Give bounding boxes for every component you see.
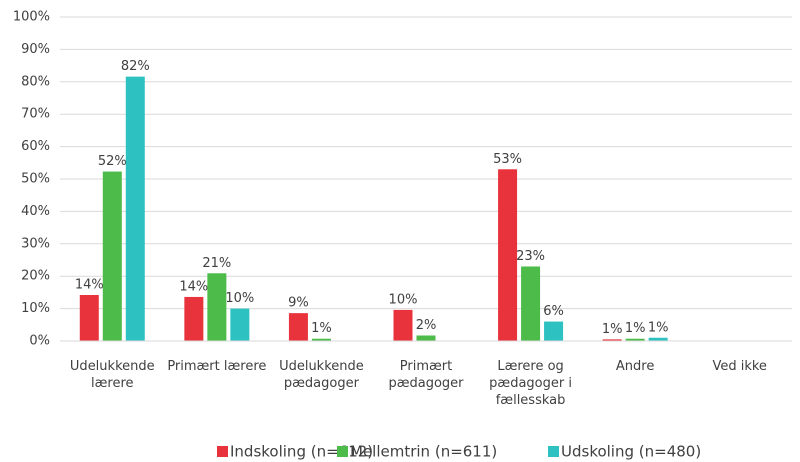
y-tick-label: 40%	[21, 204, 50, 219]
y-tick-label: 60%	[21, 139, 50, 154]
x-tick-label: Ved ikke	[712, 359, 767, 374]
bar	[498, 169, 518, 341]
x-tick-label: Udelukkende lærere	[69, 359, 155, 391]
bar	[311, 338, 331, 341]
bar	[648, 337, 668, 341]
bar	[288, 313, 308, 341]
x-tick-label: Lærere og pædagoger i fællesskab	[489, 359, 572, 408]
value-label: 1%	[311, 321, 332, 336]
bar	[125, 76, 145, 341]
value-label: 23%	[516, 249, 545, 264]
bar	[393, 309, 413, 341]
bar	[230, 308, 250, 341]
value-label: 10%	[225, 291, 254, 306]
value-label: 14%	[75, 277, 104, 292]
bar	[544, 321, 564, 341]
x-tick-label: Andre	[615, 359, 655, 374]
y-tick-label: 20%	[21, 269, 50, 284]
bar	[521, 266, 541, 341]
bar	[79, 294, 99, 341]
value-label: 1%	[648, 320, 669, 335]
y-tick-label: 80%	[21, 74, 50, 89]
value-label: 52%	[98, 154, 127, 169]
value-label: 9%	[288, 296, 309, 311]
value-label: 2%	[416, 318, 437, 333]
bar	[207, 273, 227, 341]
y-tick-label: 30%	[21, 236, 50, 251]
value-label: 10%	[389, 292, 418, 307]
legend-label: Mellemtrin (n=611)	[350, 443, 497, 461]
y-tick-label: 50%	[21, 172, 50, 187]
y-tick-label: 70%	[21, 107, 50, 122]
legend-swatch	[217, 446, 228, 457]
y-tick-label: 90%	[21, 42, 50, 57]
y-tick-label: 0%	[29, 334, 50, 349]
value-label: 6%	[543, 304, 564, 319]
bar	[184, 296, 204, 341]
value-label: 1%	[602, 322, 623, 337]
value-label: 1%	[625, 321, 646, 336]
legend-label: Udskoling (n=480)	[561, 443, 701, 461]
value-label: 53%	[493, 152, 522, 167]
value-label: 82%	[121, 59, 150, 74]
y-tick-label: 10%	[21, 301, 50, 316]
bar	[416, 335, 436, 341]
x-tick-label: Udelukkende pædagoger	[279, 359, 364, 391]
value-label: 21%	[202, 256, 231, 271]
value-label: 14%	[179, 279, 208, 294]
bar	[102, 171, 122, 341]
legend-swatch	[337, 446, 348, 457]
bar	[625, 338, 645, 341]
x-tick-label: Primært lærere	[167, 359, 267, 374]
x-tick-label: Primært pædagoger	[388, 359, 464, 391]
legend-swatch	[548, 446, 559, 457]
y-tick-label: 100%	[13, 10, 50, 25]
bar	[602, 339, 622, 341]
